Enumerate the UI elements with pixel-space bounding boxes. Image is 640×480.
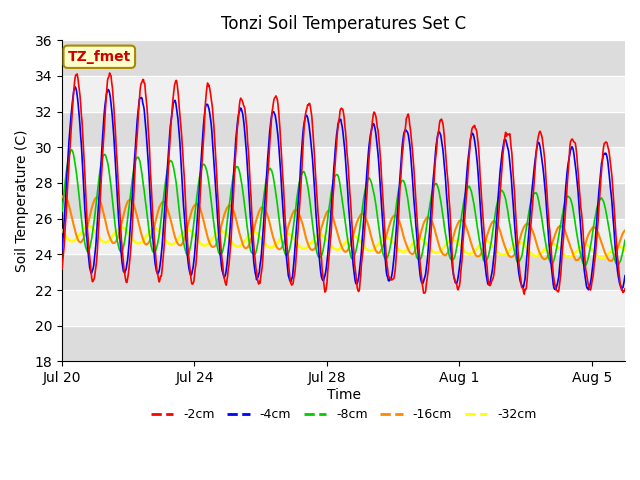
Bar (62, 111, 625, 147)
Bar (62, 254, 625, 290)
Bar (62, 147, 625, 183)
Legend: -2cm, -4cm, -8cm, -16cm, -32cm: -2cm, -4cm, -8cm, -16cm, -32cm (145, 403, 541, 426)
Bar (62, 183, 625, 219)
Bar (62, 76, 625, 111)
Bar (62, 219, 625, 254)
Text: TZ_fmet: TZ_fmet (68, 50, 131, 64)
X-axis label: Time: Time (326, 388, 360, 402)
Bar (62, 40, 625, 76)
Title: Tonzi Soil Temperatures Set C: Tonzi Soil Temperatures Set C (221, 15, 466, 33)
Bar (62, 326, 625, 361)
Y-axis label: Soil Temperature (C): Soil Temperature (C) (15, 130, 29, 272)
Bar (62, 290, 625, 326)
